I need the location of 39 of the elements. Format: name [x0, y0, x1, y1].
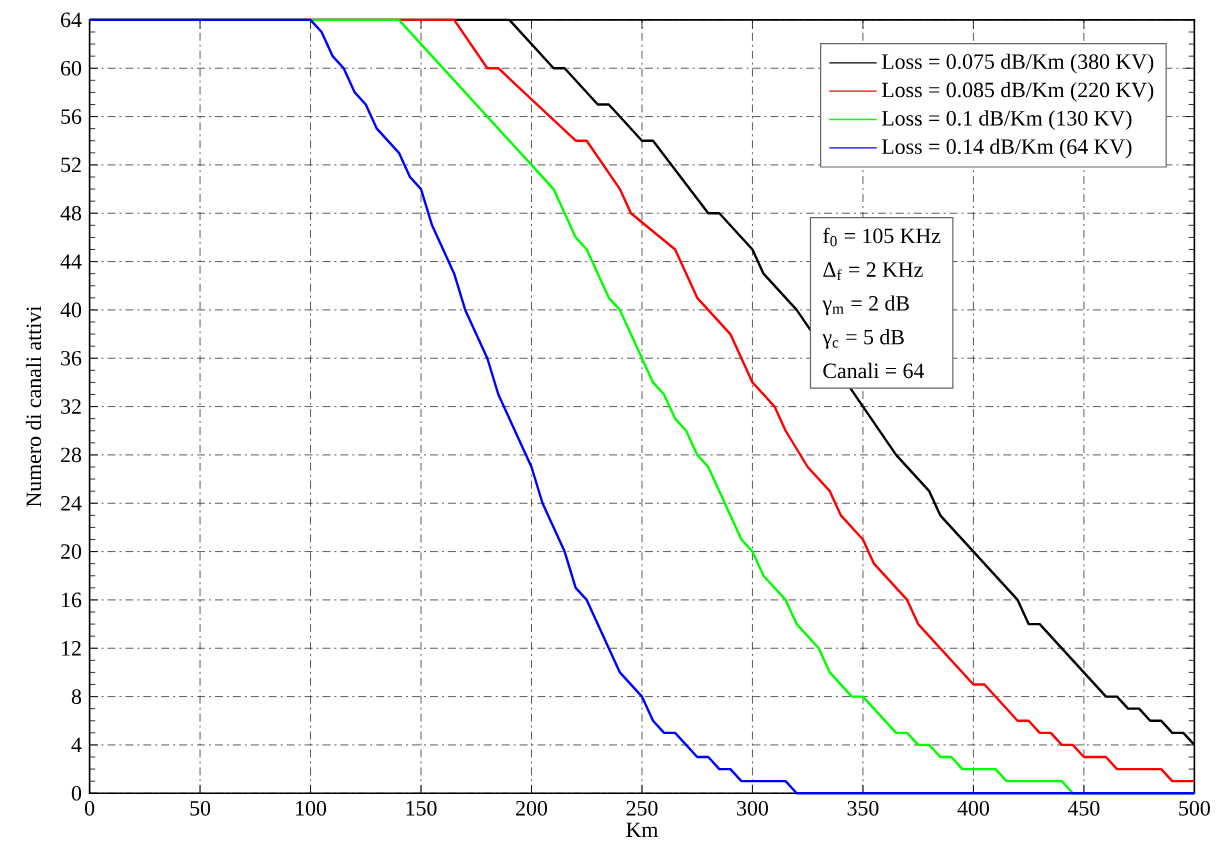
annotation: f$_{0}$ = 105 KHz — [823, 227, 941, 247]
y-tick-label: 0 — [71, 785, 82, 801]
annotation: Δ$_{f}$ = 2 KHz — [823, 262, 923, 281]
x-tick-label: 350 — [847, 800, 879, 816]
legend-label: Loss = 0.1 dB/Km (130 KV) — [881, 110, 1132, 131]
y-tick-label: 36 — [61, 350, 82, 366]
y-tick-label: 28 — [61, 447, 82, 463]
x-tick-label: 250 — [626, 800, 658, 816]
y-tick-label: 52 — [61, 157, 81, 173]
x-tick-label: 500 — [1179, 800, 1210, 816]
legend-label: Loss = 0.085 dB/Km (220 KV) — [881, 82, 1154, 102]
legend-label: Loss = 0.14 dB/Km (64 KV) — [881, 138, 1132, 159]
y-tick-label: 32 — [61, 399, 81, 414]
y-tick-label: 64 — [61, 12, 82, 28]
x-tick-label: 450 — [1067, 800, 1100, 816]
y-tick-label: 8 — [71, 689, 82, 704]
x-tick-label: 0 — [84, 800, 95, 816]
y-tick-label: 44 — [60, 254, 82, 269]
y-tick-label: 16 — [62, 592, 82, 608]
x-tick-label: 400 — [957, 800, 989, 816]
annotation: γ$_{c}$ = 5 dB — [822, 329, 904, 349]
y-tick-label: 40 — [60, 302, 82, 318]
x-tick-label: 150 — [406, 800, 437, 816]
y-tick-label: 56 — [61, 109, 82, 124]
y-tick-label: 60 — [61, 60, 82, 76]
x-tick-label: 50 — [190, 800, 211, 816]
y-axis-title: Numero di canali attivi — [25, 306, 42, 507]
annotation: γ$_{m}$ = 2 dB — [822, 295, 909, 316]
y-tick-label: 24 — [61, 496, 82, 511]
y-tick-label: 48 — [60, 205, 82, 221]
x-axis-title: Km — [626, 822, 658, 837]
legend-label: Loss = 0.075 dB/Km (380 KV) — [881, 53, 1154, 74]
x-tick-label: 100 — [296, 800, 327, 816]
y-tick-label: 12 — [62, 641, 81, 656]
x-tick-label: 200 — [516, 800, 548, 816]
annotation: Canali = 64 — [823, 362, 925, 379]
x-tick-label: 300 — [737, 800, 768, 816]
y-tick-label: 4 — [71, 737, 82, 753]
y-tick-label: 20 — [61, 544, 82, 559]
